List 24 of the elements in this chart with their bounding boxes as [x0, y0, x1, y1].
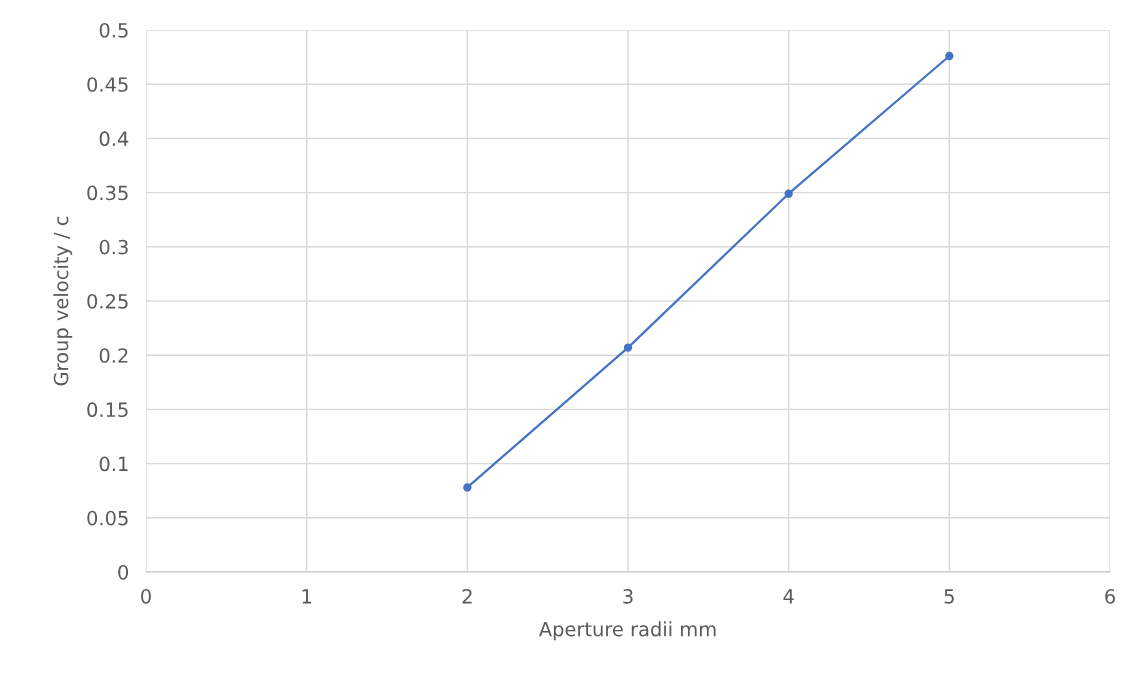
point: [623, 343, 633, 352]
point: [784, 189, 793, 198]
y-tick-label: 0.15: [87, 402, 128, 418]
x-tick-label: 4: [783, 589, 794, 604]
x-tick-label: 6: [1105, 589, 1115, 604]
y-tick-label: 0.5: [99, 22, 128, 38]
point: [463, 483, 472, 492]
y-tick-label: 0.05: [87, 510, 128, 526]
x-tick-label: 1: [302, 589, 312, 604]
y-tick-label: 0.3: [99, 239, 128, 255]
y-tick-label: 0.45: [87, 77, 128, 92]
y-tick-label: 0.35: [87, 185, 128, 201]
y-tick-label: 0.4: [99, 131, 129, 147]
y-tick-label: 0.25: [87, 293, 128, 309]
y-tick-label: 0: [118, 564, 129, 580]
x-tick-label: 0: [141, 589, 151, 604]
x-axis-title: Aperture radii mm: [538, 621, 716, 641]
x-tick-label: 5: [944, 589, 954, 604]
x-tick-label: 2: [462, 589, 472, 604]
y-tick-label: 0.1: [99, 456, 128, 472]
x-tick-label: 3: [623, 589, 633, 604]
y-tick-label: 0.2: [99, 348, 128, 363]
point: [945, 51, 954, 61]
y-axis-title: Group velocity / c: [53, 216, 73, 386]
